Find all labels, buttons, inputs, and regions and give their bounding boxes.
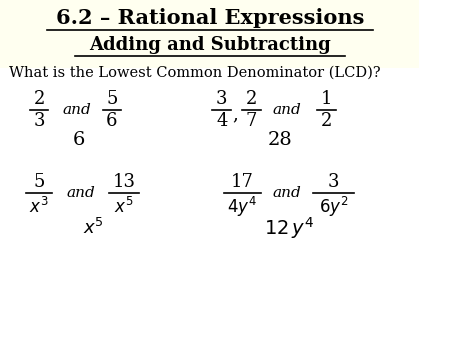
Text: $x^5$: $x^5$ (83, 218, 104, 238)
Text: 17: 17 (231, 173, 254, 191)
Text: $4y^4$: $4y^4$ (227, 195, 257, 219)
Text: 1: 1 (320, 90, 332, 108)
Text: 2: 2 (320, 112, 332, 130)
Text: Adding and Subtracting: Adding and Subtracting (89, 36, 331, 54)
Text: 6: 6 (73, 131, 86, 149)
Text: 2: 2 (33, 90, 45, 108)
Text: and: and (67, 186, 95, 200)
Text: 2: 2 (246, 90, 257, 108)
Text: 13: 13 (112, 173, 135, 191)
FancyBboxPatch shape (0, 0, 419, 68)
Text: 3: 3 (33, 112, 45, 130)
Text: 28: 28 (267, 131, 292, 149)
Text: 3: 3 (328, 173, 339, 191)
Text: $6y^2$: $6y^2$ (319, 195, 348, 219)
Text: 7: 7 (246, 112, 257, 130)
Text: 6: 6 (106, 112, 117, 130)
Text: 5: 5 (106, 90, 117, 108)
Text: 4: 4 (216, 112, 228, 130)
Text: 3: 3 (216, 90, 228, 108)
Text: and: and (273, 103, 302, 117)
Text: ,: , (232, 105, 238, 123)
Text: What is the Lowest Common Denominator (LCD)?: What is the Lowest Common Denominator (L… (9, 66, 381, 80)
Text: 6.2 – Rational Expressions: 6.2 – Rational Expressions (55, 8, 364, 28)
Text: and: and (273, 186, 302, 200)
Text: 5: 5 (33, 173, 45, 191)
Text: $12\,y^4$: $12\,y^4$ (264, 215, 314, 241)
Text: $x^5$: $x^5$ (114, 197, 134, 217)
Text: and: and (62, 103, 91, 117)
Text: $x^3$: $x^3$ (29, 197, 49, 217)
